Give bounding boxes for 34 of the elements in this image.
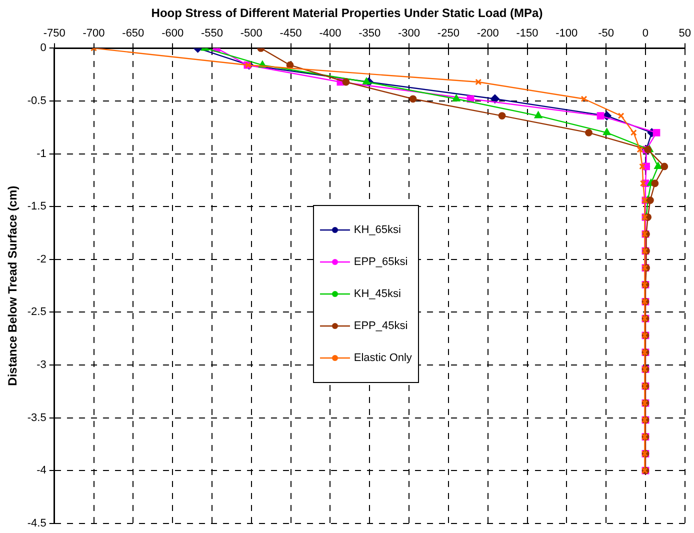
y-tick-label: -4.5 bbox=[27, 517, 46, 530]
x-tick-label: -200 bbox=[476, 28, 499, 40]
x-tick-label: -550 bbox=[200, 28, 223, 40]
y-tick-label: -0.5 bbox=[27, 95, 46, 108]
x-tick-label: -100 bbox=[556, 28, 578, 40]
legend-label: KH_45ksi bbox=[354, 288, 401, 300]
x-tick-label: 50 bbox=[678, 28, 692, 40]
x-tick-label: -700 bbox=[82, 28, 105, 40]
x-tick-label: -450 bbox=[280, 28, 302, 40]
x-tick-label: -300 bbox=[398, 28, 420, 40]
y-tick-label: 0 bbox=[40, 42, 46, 54]
x-tick-label: -150 bbox=[516, 28, 538, 40]
y-tick-label: -2 bbox=[36, 253, 46, 266]
y-tick-label: -4 bbox=[36, 464, 46, 477]
legend-label: EPP_45ksi bbox=[354, 320, 408, 332]
y-tick-label: -3 bbox=[36, 359, 46, 372]
x-tick-label: -350 bbox=[358, 28, 381, 40]
x-tick-label: 0 bbox=[642, 28, 649, 40]
x-tick-label: -250 bbox=[437, 28, 460, 40]
x-tick-label: -750 bbox=[43, 28, 66, 40]
y-tick-label: -2.5 bbox=[27, 306, 46, 318]
x-tick-label: -600 bbox=[162, 28, 184, 40]
x-tick-label: -50 bbox=[598, 28, 614, 40]
y-tick-label: -1.5 bbox=[27, 200, 46, 213]
y-tick-label: -3.5 bbox=[27, 412, 46, 424]
legend-label: EPP_65ksi bbox=[354, 256, 408, 268]
chart-title: Hoop Stress of Different Material Properties Under Static Load (MPa) bbox=[150, 6, 544, 20]
x-tick-label: -400 bbox=[319, 28, 342, 40]
y-axis-title: Distance Below Tread Surface (cm) bbox=[6, 186, 20, 386]
legend-label: KH_65ksi bbox=[354, 224, 401, 236]
legend-label: Elastic Only bbox=[354, 352, 412, 364]
x-tick-label: -650 bbox=[122, 28, 144, 40]
x-tick-label: -500 bbox=[240, 28, 262, 40]
y-tick-label: -1 bbox=[36, 148, 46, 160]
